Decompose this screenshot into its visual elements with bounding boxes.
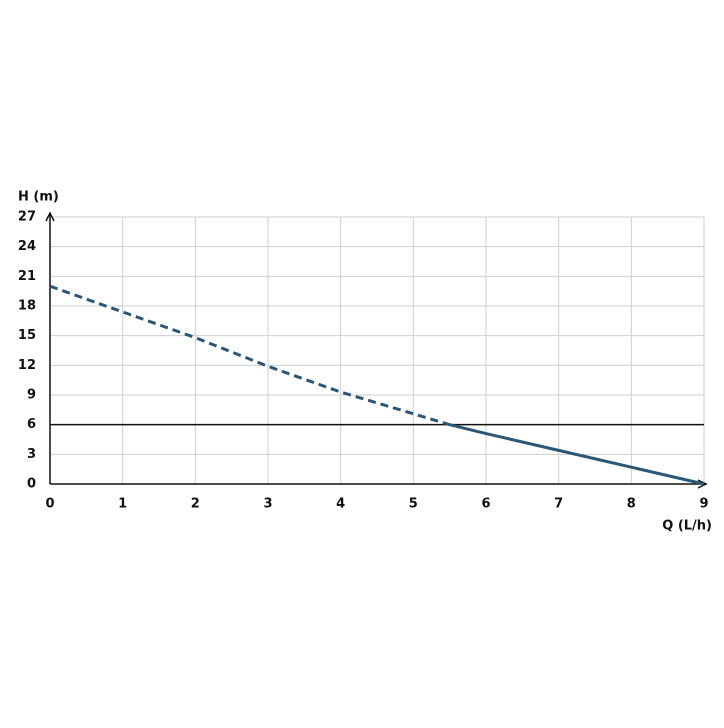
x-tick-label: 5 [409,497,418,512]
y-axis-arrow [45,211,55,222]
x-tick-label: 7 [554,497,563,512]
x-tick-label: 9 [699,497,708,512]
y-tick-label: 9 [27,388,36,403]
x-tick-label: 8 [627,497,636,512]
y-tick-label: 24 [18,239,36,254]
y-tick-label: 27 [18,210,36,225]
y-tick-label: 3 [27,447,36,462]
x-axis-label: Q (L/h) [662,519,712,534]
x-axis-arrow [697,479,708,489]
x-tick-label: 6 [481,497,490,512]
curve [449,423,705,486]
curve [49,284,451,427]
x-tick-label: 0 [45,497,54,512]
x-tick-label: 4 [336,497,345,512]
y-tick-label: 12 [18,358,36,373]
x-tick-label: 3 [263,497,272,512]
x-tick-label: 2 [191,497,200,512]
y-axis-label: H (m) [18,190,59,205]
y-tick-label: 0 [27,477,36,492]
x-tick-label: 1 [118,497,127,512]
y-tick-label: 21 [18,269,36,284]
y-tick-label: 6 [27,417,36,432]
y-tick-label: 18 [18,299,36,314]
y-tick-label: 15 [18,328,36,343]
